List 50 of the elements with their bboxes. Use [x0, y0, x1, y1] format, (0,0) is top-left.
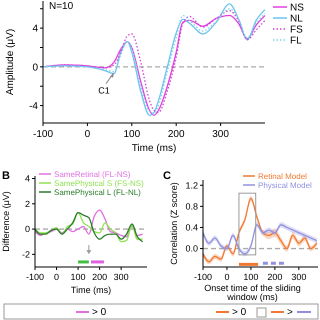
legend-label: FS	[290, 24, 304, 36]
y-tick-label: 4	[32, 24, 38, 35]
y-tick-label: 0.4	[185, 222, 198, 233]
x-axis-title: Time (ms)	[70, 285, 112, 295]
x-tick-label: 100	[243, 272, 258, 282]
chart-title: B	[2, 170, 10, 182]
x-tick-label: 300	[291, 272, 306, 282]
text: > 0	[92, 307, 107, 318]
y-tick-label: 2	[24, 198, 30, 209]
legend-label: SamePhysical S (FS-NS)	[54, 178, 144, 188]
legend-label: Retinal Model	[258, 172, 308, 181]
x-tick-label: 200	[267, 272, 282, 282]
x-tick-label: -100	[194, 272, 212, 282]
x-tick-label: 200	[92, 272, 108, 282]
legend-label: Physical Model	[258, 180, 312, 190]
x-tick-label: 0	[54, 272, 60, 282]
annotation: N=10	[49, 1, 74, 12]
y-axis-title: Correlation (Z score)	[169, 182, 179, 265]
y-axis-title: Difference (μV)	[1, 191, 11, 252]
x-axis-title: Onset time of the sliding window (ms)	[204, 283, 301, 302]
y-tick-label: 0.0	[185, 244, 198, 254]
y-tick-label: 4	[24, 174, 30, 184]
y-tick-label: -2	[22, 250, 30, 260]
legend-label: SamePhysical L (FL-NL)	[54, 188, 142, 197]
text: > 0	[232, 307, 247, 318]
legend-label: NS	[290, 2, 304, 14]
line-series	[34, 212, 144, 242]
line-series	[34, 209, 144, 238]
legend-label: NL	[290, 14, 304, 24]
y-axis-title: Amplitude (μV)	[5, 28, 16, 96]
x-axis-title: Time (ms)	[132, 143, 176, 154]
legend-label: FL	[290, 36, 302, 46]
x-tick-label: -100	[32, 129, 54, 140]
y-tick-label: 1.2	[185, 180, 198, 190]
x-tick-label: 100	[123, 129, 141, 140]
text: >	[287, 307, 293, 318]
y-tick-label: 0.8	[185, 202, 198, 212]
legend-label: SameRetinal (FL-NS)	[54, 170, 131, 179]
y-tick-label: 0	[32, 62, 38, 74]
x-tick-label: 100	[70, 272, 86, 282]
x-tick-label: 0	[84, 129, 91, 140]
annotation: C1	[98, 86, 110, 96]
x-tick-label: 0	[224, 272, 230, 282]
x-tick-label: 200	[168, 129, 185, 140]
chart-title: C	[163, 170, 171, 182]
x-tick-label: 300	[114, 272, 129, 282]
y-tick-label: -4	[29, 101, 38, 112]
x-tick-label: 300	[212, 129, 230, 140]
y-tick-label: 0	[24, 224, 30, 234]
x-tick-label: -100	[26, 272, 44, 282]
